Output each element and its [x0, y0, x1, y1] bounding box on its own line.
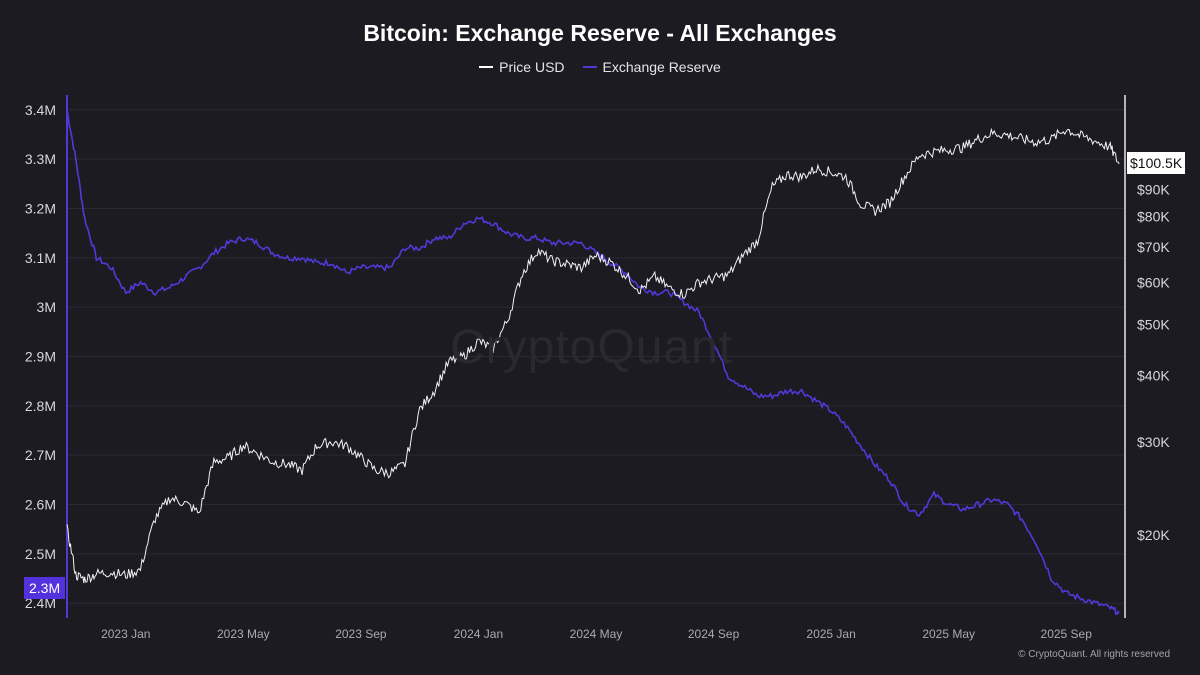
right-tick-label: $20K [1137, 527, 1170, 543]
right-tick-label: $70K [1137, 239, 1170, 255]
x-tick-label: 2023 May [217, 627, 270, 641]
x-tick-label: 2025 Jan [806, 627, 855, 641]
x-tick-label: 2025 May [922, 627, 975, 641]
left-axis-ticks: 3.4M 3.3M 3.2M 3.1M 3M 2.9M 2.8M 2.7M 2.6M 2.5M 2.… [25, 102, 56, 611]
legend-swatch-reserve [582, 66, 597, 68]
left-tick-label: 3.1M [25, 250, 56, 266]
legend-item-price[interactable]: Price USD [479, 59, 565, 75]
left-tick-label: 3M [37, 299, 56, 315]
chart-title: Bitcoin: Exchange Reserve - All Exchange… [363, 20, 837, 46]
copyright-footer: © CryptoQuant. All rights reserved [1018, 649, 1170, 660]
price-line [66, 127, 1120, 584]
price-series [66, 127, 1120, 584]
current-reserve-badge: 2.3M [24, 577, 66, 599]
x-tick-label: 2024 Jan [454, 627, 503, 641]
left-tick-label: 2.4M [25, 595, 56, 611]
exchange-reserve-line [66, 109, 1120, 616]
x-tick-label: 2025 Sep [1041, 627, 1093, 641]
legend-label-price: Price USD [499, 59, 565, 75]
left-tick-label: 3.4M [25, 102, 56, 118]
right-tick-label: $90K [1137, 181, 1170, 197]
legend-item-reserve[interactable]: Exchange Reserve [582, 59, 721, 75]
right-tick-label: $80K [1137, 208, 1170, 224]
x-axis-ticks: 2023 Jan 2023 May 2023 Sep 2024 Jan 2024 May… [101, 627, 1092, 641]
right-axis-ticks: $90K $80K $70K $60K $50K $40K $30K $20K [1137, 181, 1170, 543]
legend-swatch-price [479, 66, 494, 68]
left-tick-label: 2.8M [25, 398, 56, 414]
legend: Price USD Exchange Reserve [0, 59, 1200, 75]
left-tick-label: 2.5M [25, 546, 56, 562]
right-tick-label: $40K [1137, 368, 1170, 384]
exchange-reserve-series [66, 109, 1120, 616]
left-tick-label: 2.6M [25, 497, 56, 513]
right-tick-label: $30K [1137, 434, 1170, 450]
right-tick-label: $60K [1137, 275, 1170, 291]
left-tick-label: 3.2M [25, 200, 56, 216]
x-tick-label: 2024 Sep [688, 627, 740, 641]
x-tick-label: 2024 May [570, 627, 623, 641]
watermark: CryptoQuant [450, 321, 734, 374]
legend-label-reserve: Exchange Reserve [602, 59, 721, 75]
current-price-badge: $100.5K [1127, 152, 1186, 174]
x-tick-label: 2023 Sep [335, 627, 387, 641]
left-tick-label: 2.9M [25, 349, 56, 365]
axes [66, 95, 1126, 618]
left-tick-label: 2.7M [25, 447, 56, 463]
grid-lines [67, 109, 1125, 604]
right-tick-label: $50K [1137, 316, 1170, 332]
x-tick-label: 2023 Jan [101, 627, 150, 641]
left-tick-label: 3.3M [25, 151, 56, 167]
